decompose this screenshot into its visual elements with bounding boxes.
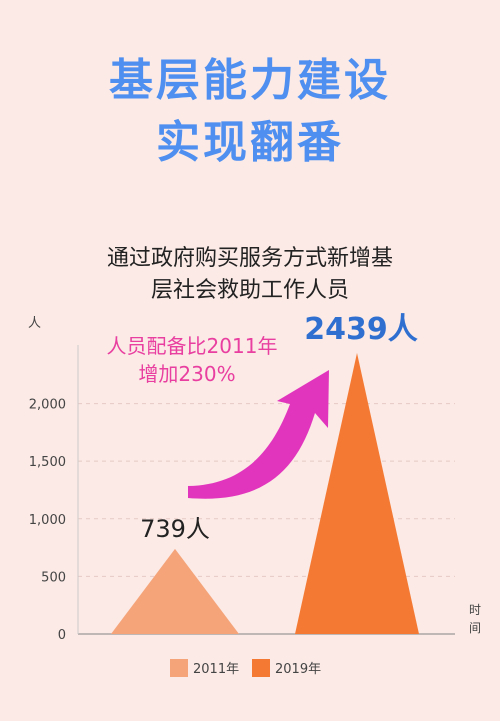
legend-label: 2019年 bbox=[275, 662, 321, 677]
legend-swatch bbox=[252, 659, 270, 677]
chart-subtitle-line-2: 层社会救助工作人员 bbox=[150, 278, 349, 303]
page-title-line-2: 实现翻番 bbox=[156, 117, 344, 168]
x-axis-label: 时 间 bbox=[469, 603, 481, 635]
bar-2019年 bbox=[295, 353, 419, 634]
chart-subtitle-line-1: 通过政府购买服务方式新增基 bbox=[106, 246, 393, 271]
x-axis-label-char-2: 间 bbox=[469, 621, 481, 635]
y-tick-label: 1,500 bbox=[29, 455, 66, 470]
annotation-line-1: 人员配备比2011年 bbox=[107, 334, 278, 358]
page-title-line-1: 基层能力建设 bbox=[109, 55, 391, 106]
y-tick-label: 500 bbox=[41, 570, 66, 585]
y-tick-label: 2,000 bbox=[29, 398, 66, 413]
annotation-line-2: 增加230% bbox=[138, 362, 235, 386]
bar-2011年 bbox=[111, 548, 239, 634]
data-label: 2439人 bbox=[304, 312, 418, 347]
data-label: 739人 bbox=[140, 515, 210, 543]
annotation: 人员配备比2011年 增加230% bbox=[107, 334, 278, 386]
y-tick-label: 0 bbox=[58, 628, 66, 643]
legend-label: 2011年 bbox=[193, 662, 239, 677]
y-tick-label: 1,000 bbox=[29, 513, 66, 528]
y-ticks: 0 500 1,000 1,500 2,000 bbox=[29, 398, 66, 643]
legend-swatch bbox=[170, 659, 188, 677]
curved-up-arrow-icon bbox=[188, 370, 329, 499]
y-axis-label: 人 bbox=[28, 316, 41, 331]
bars: 739人 2439人 bbox=[111, 312, 419, 634]
legend: 2011年 2019年 bbox=[170, 659, 321, 677]
x-axis-label-char-1: 时 bbox=[469, 603, 481, 617]
